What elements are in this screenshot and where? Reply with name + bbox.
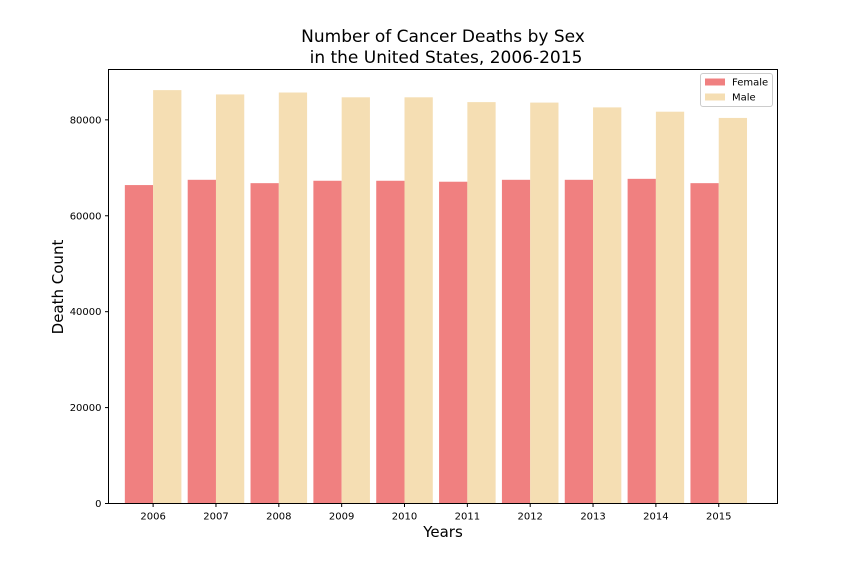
- legend-label-male: Male: [732, 93, 756, 104]
- legend-label-female: Female: [732, 78, 768, 89]
- y-tick-label: 0: [95, 499, 101, 510]
- legend: Female Male: [700, 73, 773, 107]
- plot-area-frame: [108, 69, 778, 504]
- bar-female-2008: [250, 183, 279, 504]
- bar-female-2014: [627, 178, 656, 504]
- bar-male-2015: [718, 117, 748, 504]
- bar-male-2006: [153, 90, 182, 504]
- y-tick-label: 40000: [70, 307, 102, 318]
- y-tick-label: 60000: [70, 211, 102, 222]
- bar-male-2013: [593, 107, 622, 504]
- y-axis-ticks: 0 20000 40000 60000 80000: [70, 115, 109, 510]
- bar-male-2008: [278, 92, 308, 504]
- y-axis-label: Death Count: [49, 240, 67, 335]
- x-tick-label: 2006: [140, 512, 165, 523]
- bar-female-2009: [313, 180, 342, 504]
- x-axis-ticks: 2006 2007 2008 2009 2010 2011 2012 2013 2014 2015: [140, 503, 731, 523]
- bar-male-2009: [341, 97, 370, 504]
- x-tick-label: 2013: [580, 512, 605, 523]
- bar-female-2012: [501, 179, 531, 504]
- x-tick-label: 2008: [266, 512, 291, 523]
- bar-female-2006: [124, 185, 154, 504]
- bars-group: [124, 90, 748, 504]
- bar-female-2011: [439, 181, 468, 504]
- chart-title-line-1: Number of Cancer Deaths by Sex: [301, 27, 585, 47]
- x-tick-label: 2015: [706, 512, 731, 523]
- x-tick-label: 2009: [329, 512, 354, 523]
- bar-male-2012: [530, 102, 559, 504]
- bar-male-2007: [215, 94, 245, 504]
- bar-male-2010: [404, 97, 433, 504]
- x-tick-label: 2014: [643, 512, 668, 523]
- legend-swatch-female: [705, 78, 725, 86]
- bar-female-2013: [564, 179, 594, 504]
- bar-male-2011: [467, 102, 496, 504]
- chart-title: Number of Cancer Deaths by Sex in the Un…: [301, 27, 585, 68]
- legend-swatch-male: [705, 93, 725, 101]
- bar-female-2010: [376, 180, 405, 504]
- x-tick-label: 2010: [392, 512, 417, 523]
- bar-female-2015: [690, 183, 719, 504]
- bar-male-2014: [655, 111, 685, 504]
- y-tick-label: 80000: [70, 115, 102, 126]
- x-tick-label: 2007: [203, 512, 228, 523]
- x-tick-label: 2011: [455, 512, 480, 523]
- chart-title-line-2: in the United States, 2006-2015: [310, 48, 583, 68]
- x-tick-label: 2012: [517, 512, 542, 523]
- x-axis-label: Years: [422, 523, 463, 541]
- y-tick-label: 20000: [70, 403, 102, 414]
- bar-female-2007: [187, 179, 216, 504]
